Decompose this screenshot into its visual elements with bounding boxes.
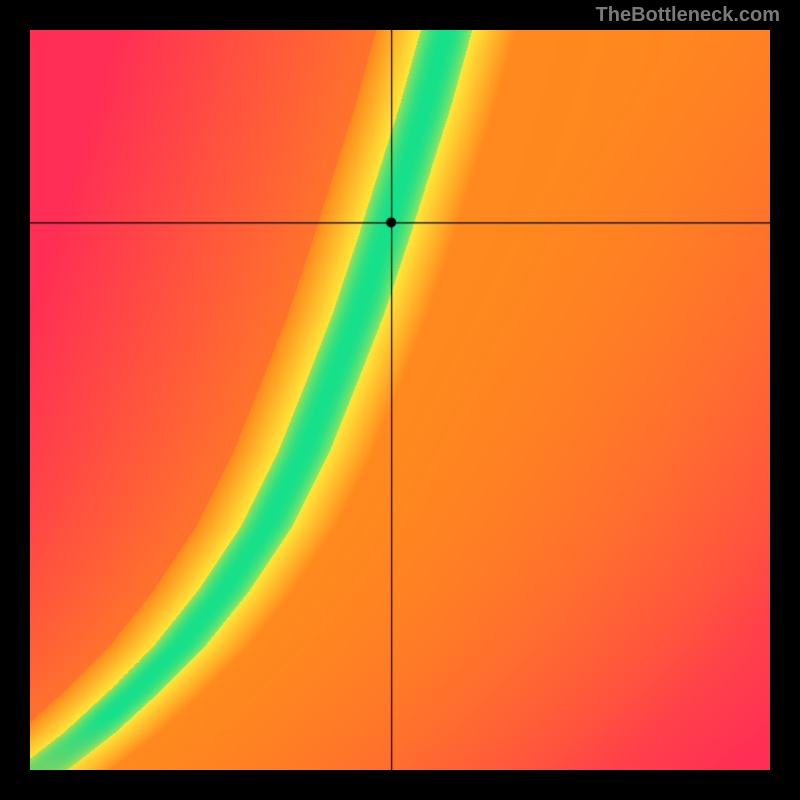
bottleneck-heatmap [30,30,770,770]
watermark-text: TheBottleneck.com [596,4,780,27]
heatmap-canvas [30,30,770,770]
